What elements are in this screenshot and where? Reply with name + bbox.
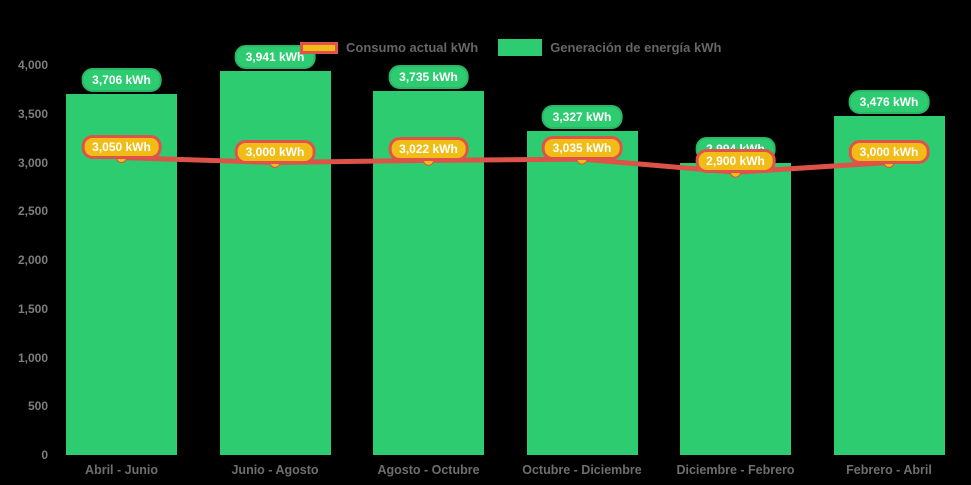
x-tick-label: Junio - Agosto — [231, 463, 319, 477]
y-tick-label: 2,000 — [17, 253, 48, 267]
generation-swatch-icon — [498, 39, 543, 56]
consumption-swatch-icon — [300, 41, 338, 54]
x-tick-label: Febrero - Abril — [846, 463, 932, 477]
generation-value-badge: 3,476 kWh — [848, 90, 930, 115]
y-tick-label: 500 — [27, 399, 48, 414]
y-tick-label: 2,500 — [17, 204, 48, 219]
legend-item-consumo[interactable]: Consumo actual kWh — [300, 40, 478, 55]
x-tick-label: Diciembre - Febrero — [676, 463, 795, 477]
legend-item-generacion[interactable]: Generación de energía kWh — [488, 39, 721, 56]
y-tick-label: 1,000 — [17, 350, 48, 365]
consumption-value-badge: 2,900 kWh — [695, 149, 776, 174]
legend-label-generacion: Generación de energía kWh — [550, 40, 722, 55]
x-tick-label: Abril - Junio — [85, 463, 158, 477]
x-tick-label: Octubre - Diciembre — [522, 463, 642, 477]
chart-legend: Consumo actual kWh Generación de energía… — [300, 39, 721, 56]
generation-bar[interactable] — [526, 130, 638, 455]
generation-value-badge: 3,327 kWh — [541, 104, 623, 129]
y-tick-label: 3,500 — [17, 106, 48, 121]
y-tick-label: 3,000 — [17, 155, 48, 170]
consumption-value-badge: 3,000 kWh — [848, 139, 930, 164]
y-tick-label: 0 — [41, 448, 48, 462]
consumption-value-badge: 3,000 kWh — [234, 139, 316, 164]
consumption-value-badge: 3,050 kWh — [81, 134, 162, 159]
generation-bar[interactable] — [680, 163, 791, 455]
generation-bar[interactable] — [833, 116, 945, 455]
y-tick-label: 4,000 — [17, 58, 48, 72]
consumption-value-badge: 3,035 kWh — [541, 136, 623, 161]
legend-label-consumo: Consumo actual kWh — [346, 40, 479, 55]
generation-bar[interactable] — [219, 70, 331, 455]
consumption-value-badge: 3,022 kWh — [388, 137, 469, 162]
y-tick-label: 1,500 — [17, 301, 48, 316]
x-tick-label: Agosto - Octubre — [377, 463, 480, 477]
generation-value-badge: 3,706 kWh — [81, 67, 162, 92]
generation-value-badge: 3,735 kWh — [388, 64, 469, 89]
